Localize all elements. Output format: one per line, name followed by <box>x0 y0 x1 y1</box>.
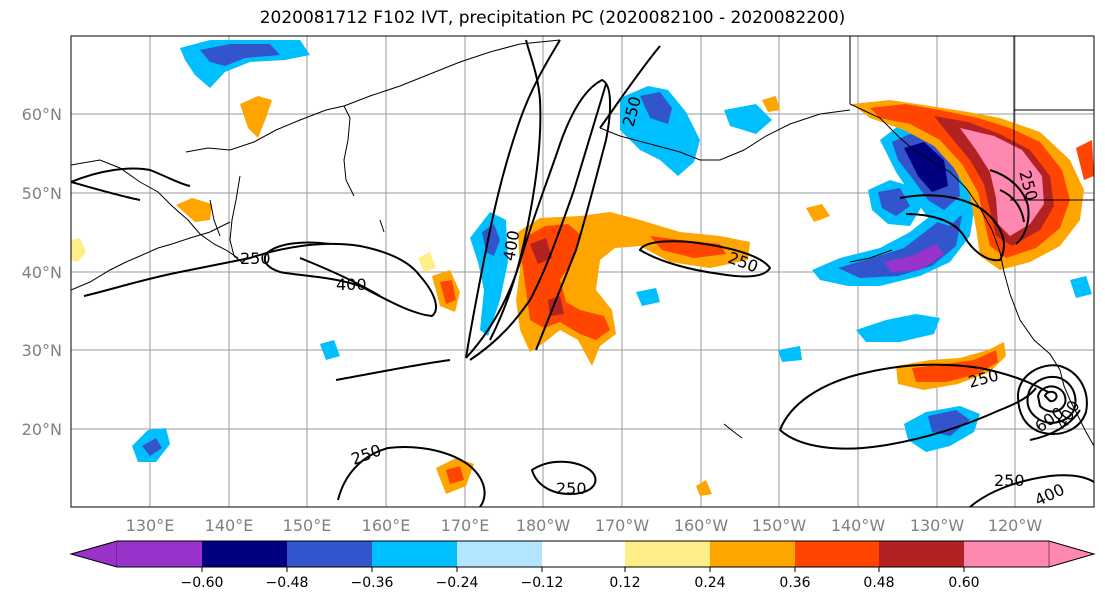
anomaly-patch <box>878 188 910 216</box>
anomaly-patch <box>71 238 86 262</box>
colorbar-extend-low <box>70 540 118 568</box>
longitude-axis: 130°E 140°E 150°E 160°E 170°E 180°W 170°… <box>126 516 1043 535</box>
anomaly-patch <box>960 128 1044 236</box>
colorbar-segment <box>964 541 1049 567</box>
longitude-label: 170°E <box>441 516 490 535</box>
latitude-label: 30°N <box>22 341 62 360</box>
colorbar-tick-label: 0.48 <box>863 575 894 591</box>
anomaly-patch <box>418 252 436 272</box>
anomaly-patch <box>446 466 464 484</box>
anomaly-patch <box>778 346 802 362</box>
colorbar-tick-label: 0.60 <box>948 575 979 591</box>
ivt-contours <box>71 39 1094 507</box>
anomaly-patch <box>1076 140 1094 180</box>
map-title: 2020081712 F102 IVT, precipitation PC (2… <box>259 8 846 28</box>
latitude-label: 60°N <box>22 105 62 124</box>
contour-label: 400 <box>336 275 367 294</box>
longitude-label: 150°E <box>283 516 332 535</box>
colorbar-tick-label: −0.24 <box>436 575 479 591</box>
longitude-label: 130°W <box>910 516 965 535</box>
colorbar-segment <box>879 541 964 567</box>
colorbar-segment <box>372 541 457 567</box>
anomaly-patch <box>320 340 340 360</box>
longitude-label: 180°W <box>516 516 571 535</box>
longitude-label: 120°W <box>988 516 1043 535</box>
anomaly-patch <box>724 104 772 134</box>
longitude-label: 150°W <box>752 516 807 535</box>
anomaly-patch <box>856 314 940 342</box>
anomaly-patch <box>636 288 660 306</box>
anomaly-patch <box>176 198 212 222</box>
anomaly-patch <box>240 96 272 138</box>
anomaly-patch <box>884 244 944 272</box>
colorbar-segment <box>710 541 795 567</box>
latitude-axis: 60°N 50°N 40°N 30°N 20°N <box>22 105 62 439</box>
longitude-label: 140°W <box>831 516 886 535</box>
longitude-label: 160°W <box>674 516 729 535</box>
contour-label: 250 <box>240 249 271 268</box>
longitude-label: 140°E <box>205 516 254 535</box>
colorbar-tick-label: −0.36 <box>351 575 394 591</box>
colorbar-segment <box>625 541 710 567</box>
anomaly-patch <box>640 92 672 124</box>
anomaly-patch <box>440 280 456 304</box>
colorbar-tick-label: −0.12 <box>521 575 564 591</box>
anomaly-patch <box>142 438 162 456</box>
latitude-label: 50°N <box>22 184 62 203</box>
anomaly-patch <box>620 86 700 176</box>
anomaly-patch <box>530 238 552 264</box>
longitude-label: 130°E <box>126 516 175 535</box>
colorbar-tick-label: 0.12 <box>609 575 640 591</box>
colorbar-segment <box>117 541 202 567</box>
colorbar-tick-label: −0.48 <box>266 575 309 591</box>
colorbar-segment <box>795 541 879 567</box>
anomaly-patch <box>1070 276 1092 298</box>
anomaly-patch <box>696 480 712 496</box>
colorbar-extend-high <box>1048 540 1095 568</box>
map-frame <box>70 35 1095 508</box>
anomaly-patch <box>904 142 948 192</box>
colorbar-tick-label: 0.24 <box>694 575 725 591</box>
latitude-label: 40°N <box>22 263 62 282</box>
colorbar-segment <box>287 541 372 567</box>
contour-label: 250 <box>994 471 1025 490</box>
anomaly-patch <box>928 410 970 436</box>
anomaly-patch <box>762 96 780 112</box>
colorbar-tick-label: −0.60 <box>181 575 224 591</box>
colorbar-segment <box>202 541 287 567</box>
anomaly-patch <box>200 44 280 66</box>
colorbar-segment <box>542 541 625 567</box>
coastlines <box>71 36 1094 447</box>
anomaly-patch <box>806 204 830 222</box>
colorbar-tick-label: 0.36 <box>779 575 810 591</box>
longitude-label: 170°W <box>595 516 650 535</box>
colorbar-segment <box>457 541 542 567</box>
longitude-label: 160°E <box>362 516 411 535</box>
contour-label: 250 <box>556 479 587 498</box>
colorbar: −0.60 −0.48 −0.36 −0.24 −0.12 0.12 0.24 … <box>69 540 1096 591</box>
latitude-label: 20°N <box>22 420 62 439</box>
